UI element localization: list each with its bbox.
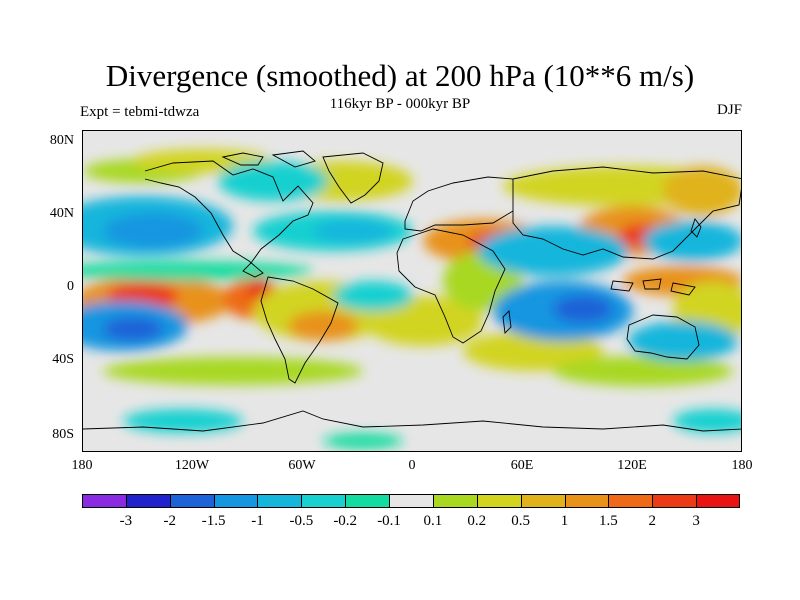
lat-label-80s: 80S <box>52 427 74 442</box>
madagascar-coast <box>502 310 512 334</box>
colorbar-swatch <box>432 494 478 508</box>
maritime-islands <box>610 278 696 296</box>
lon-label-180w: 180 <box>71 458 93 473</box>
colorbar-swatch <box>169 494 215 508</box>
colorbar-label: -0.2 <box>333 513 358 529</box>
north-america-coast <box>144 160 314 278</box>
colorbar-label: 1 <box>560 513 569 529</box>
south-america-coast <box>260 276 339 384</box>
colorbar-swatch <box>345 494 390 508</box>
chart-subtitle: 116kyr BP - 000kyr BP <box>329 96 471 112</box>
greenland-coast <box>322 152 384 204</box>
colorbar-label: -0.5 <box>289 513 314 529</box>
colorbar-label: -1 <box>251 513 264 529</box>
lat-label-40s: 40S <box>52 352 74 367</box>
antarctica-coast <box>83 410 741 432</box>
colorbar-swatch <box>696 494 741 508</box>
lon-label-0: 0 <box>408 458 416 473</box>
africa-coast <box>396 228 506 344</box>
colorbar-swatch <box>476 494 522 508</box>
lon-label-120w: 120W <box>174 458 210 473</box>
colorbar-swatch <box>82 494 127 508</box>
colorbar-label: 0.5 <box>511 513 531 529</box>
lon-label-60w: 60W <box>288 458 316 473</box>
lat-label-80n: 80N <box>49 133 74 148</box>
colorbar-swatch <box>389 494 434 508</box>
colorbar-label: -3 <box>119 513 133 529</box>
colorbar-swatch <box>257 494 302 508</box>
asia-coast <box>512 166 741 260</box>
divergence-map <box>82 130 742 452</box>
lon-label-180e: 180 <box>731 458 753 473</box>
lon-label-120e: 120E <box>617 458 647 473</box>
lat-label-eq: 0 <box>67 279 74 294</box>
coastlines <box>83 150 741 432</box>
colorbar <box>82 494 741 508</box>
colorbar-label: 0.2 <box>467 513 487 529</box>
colorbar-label: 1.5 <box>599 513 618 529</box>
colorbar-swatch <box>564 494 609 508</box>
season-label: DJF <box>716 102 742 118</box>
map-svg <box>83 131 741 451</box>
colorbar-label: -1.5 <box>201 513 226 529</box>
colorbar-swatch <box>608 494 653 508</box>
colorbar-swatch <box>125 494 171 508</box>
colorbar-label: -0.1 <box>377 513 401 529</box>
colorbar-swatch <box>213 494 258 508</box>
colorbar-label: 3 <box>692 513 700 529</box>
colorbar-swatch <box>652 494 697 508</box>
colorbar-label: -2 <box>163 513 176 529</box>
colorbar-label: 2 <box>648 513 657 529</box>
colorbar-swatch <box>301 494 346 508</box>
chart-title: Divergence (smoothed) at 200 hPa (10**6 … <box>105 58 695 93</box>
lat-label-40n: 40N <box>49 206 74 221</box>
experiment-label: Expt = tebmi-tdwza <box>80 104 200 120</box>
australia-coast <box>626 314 700 360</box>
colorbar-swatch <box>520 494 566 508</box>
japan-coast <box>690 218 702 238</box>
colorbar-label: 0.1 <box>423 513 443 529</box>
lon-label-60e: 60E <box>510 458 534 473</box>
arctic-islands <box>221 150 316 168</box>
